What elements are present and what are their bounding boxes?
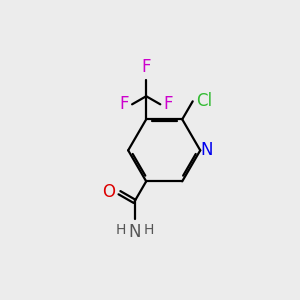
Text: N: N (200, 141, 213, 159)
Text: N: N (128, 223, 141, 241)
Text: H: H (143, 223, 154, 237)
Text: O: O (102, 183, 115, 201)
Text: F: F (141, 58, 151, 76)
Text: H: H (116, 223, 126, 237)
Text: F: F (164, 95, 173, 113)
Text: Cl: Cl (196, 92, 212, 110)
Text: F: F (119, 95, 129, 113)
